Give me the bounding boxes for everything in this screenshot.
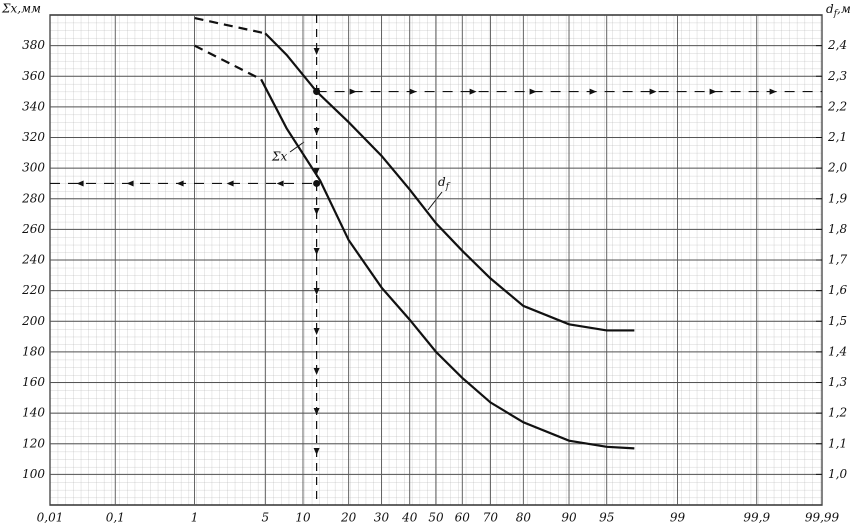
arrow (226, 180, 234, 187)
y2-tick-label: 1,5 (828, 314, 847, 328)
y2-axis-title: df,м (826, 2, 851, 19)
x-tick-label: 50 (428, 511, 444, 525)
arrow (469, 88, 477, 95)
curve (264, 32, 635, 332)
arrow (313, 368, 320, 375)
arrow (76, 180, 84, 187)
y2-title-unit: ,м (837, 2, 851, 16)
arrow (313, 128, 320, 135)
arrow (313, 248, 320, 255)
x-tick-label: 95 (599, 511, 614, 525)
x-tick-label: 80 (516, 511, 532, 525)
y-tick-label: 260 (21, 222, 45, 236)
y2-tick-label: 1,2 (828, 406, 847, 420)
y-tick-label: 100 (22, 467, 45, 481)
y2-title-subscript: f (833, 9, 839, 19)
arrow (709, 88, 717, 95)
y-tick-label: 280 (21, 191, 45, 205)
x-tick-label: 1 (191, 511, 199, 525)
x-tick-label: 90 (561, 511, 577, 525)
curve-label: df (438, 175, 451, 192)
y-axis-title: Σx,мм (1, 2, 41, 16)
curve-label: Σx (271, 150, 287, 164)
curve (194, 16, 266, 35)
leader-line (289, 141, 305, 153)
y-tick-label: 340 (22, 99, 45, 113)
y2-tick-label: 1,6 (828, 283, 847, 297)
y-tick-label: 240 (21, 253, 45, 267)
x-tick-label: 99,99 (805, 511, 840, 525)
y-tick-label: 160 (22, 375, 45, 389)
y2-tick-label: 2,1 (827, 130, 847, 144)
y2-tick-label: 1,1 (828, 436, 847, 450)
x-tick-label: 60 (455, 511, 471, 525)
x-tick-label: 99 (670, 511, 686, 525)
y-tick-label: 200 (21, 314, 45, 328)
y-tick-label: 180 (22, 344, 45, 358)
guide-point (313, 179, 321, 187)
y-tick-label: 320 (22, 130, 45, 144)
arrow (313, 208, 320, 215)
arrow (589, 88, 597, 95)
y-tick-label: 360 (22, 69, 45, 83)
y2-tick-label: 1,0 (828, 467, 847, 481)
x-tick-label: 0,1 (106, 511, 125, 525)
arrow (313, 448, 320, 455)
y-tick-label: 300 (22, 161, 45, 175)
arrow (649, 88, 657, 95)
x-tick-label: 99,9 (743, 511, 770, 525)
y-tick-label: 380 (22, 38, 45, 52)
x-tick-label: 30 (374, 511, 390, 525)
y2-tick-label: 1,7 (828, 253, 847, 267)
y2-tick-label: 1,4 (828, 344, 847, 358)
y-tick-label: 220 (21, 283, 45, 297)
leader-line (427, 191, 443, 211)
arrow (276, 180, 284, 187)
arrow (313, 408, 320, 415)
x-tick-label: 0,01 (37, 511, 64, 525)
y2-tick-label: 2,0 (827, 161, 847, 175)
y2-tick-label: 2,3 (827, 69, 847, 83)
curve (194, 44, 262, 81)
arrow (126, 180, 134, 187)
y-tick-label: 140 (22, 406, 45, 420)
x-tick-label: 20 (340, 511, 357, 525)
y-tick-label: 120 (22, 436, 45, 450)
arrow (529, 88, 537, 95)
y2-title-symbol: d (826, 2, 834, 16)
curve (260, 78, 635, 450)
curve-label-subscript: f (445, 182, 451, 192)
x-tick-label: 40 (401, 511, 418, 525)
y2-tick-label: 2,4 (827, 38, 847, 52)
arrow (313, 168, 320, 175)
arrow (313, 48, 320, 55)
arrow (349, 88, 357, 95)
curve-label-symbol: d (438, 175, 446, 189)
arrow (176, 180, 184, 187)
arrow (769, 88, 777, 95)
x-tick-label: 70 (483, 511, 499, 525)
arrow (313, 288, 320, 295)
arrow (409, 88, 417, 95)
x-tick-label: 10 (295, 511, 311, 525)
x-tick-label: 5 (261, 511, 269, 525)
arrow (313, 328, 320, 335)
y2-tick-label: 1,9 (828, 191, 847, 205)
y2-tick-label: 1,8 (828, 222, 847, 236)
y2-tick-label: 1,3 (828, 375, 847, 389)
y2-tick-label: 2,2 (827, 99, 847, 113)
